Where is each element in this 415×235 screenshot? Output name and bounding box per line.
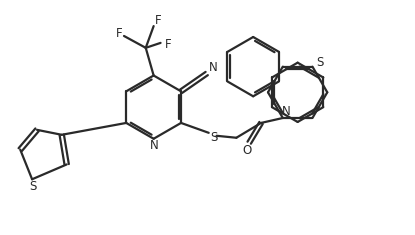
Text: N: N xyxy=(150,139,159,152)
Text: O: O xyxy=(243,144,252,157)
Text: F: F xyxy=(165,38,172,51)
Text: S: S xyxy=(210,131,217,144)
Text: F: F xyxy=(155,14,162,27)
Text: S: S xyxy=(29,180,37,193)
Text: S: S xyxy=(317,56,324,69)
Text: F: F xyxy=(116,27,122,40)
Text: N: N xyxy=(281,105,290,118)
Text: N: N xyxy=(209,61,218,74)
